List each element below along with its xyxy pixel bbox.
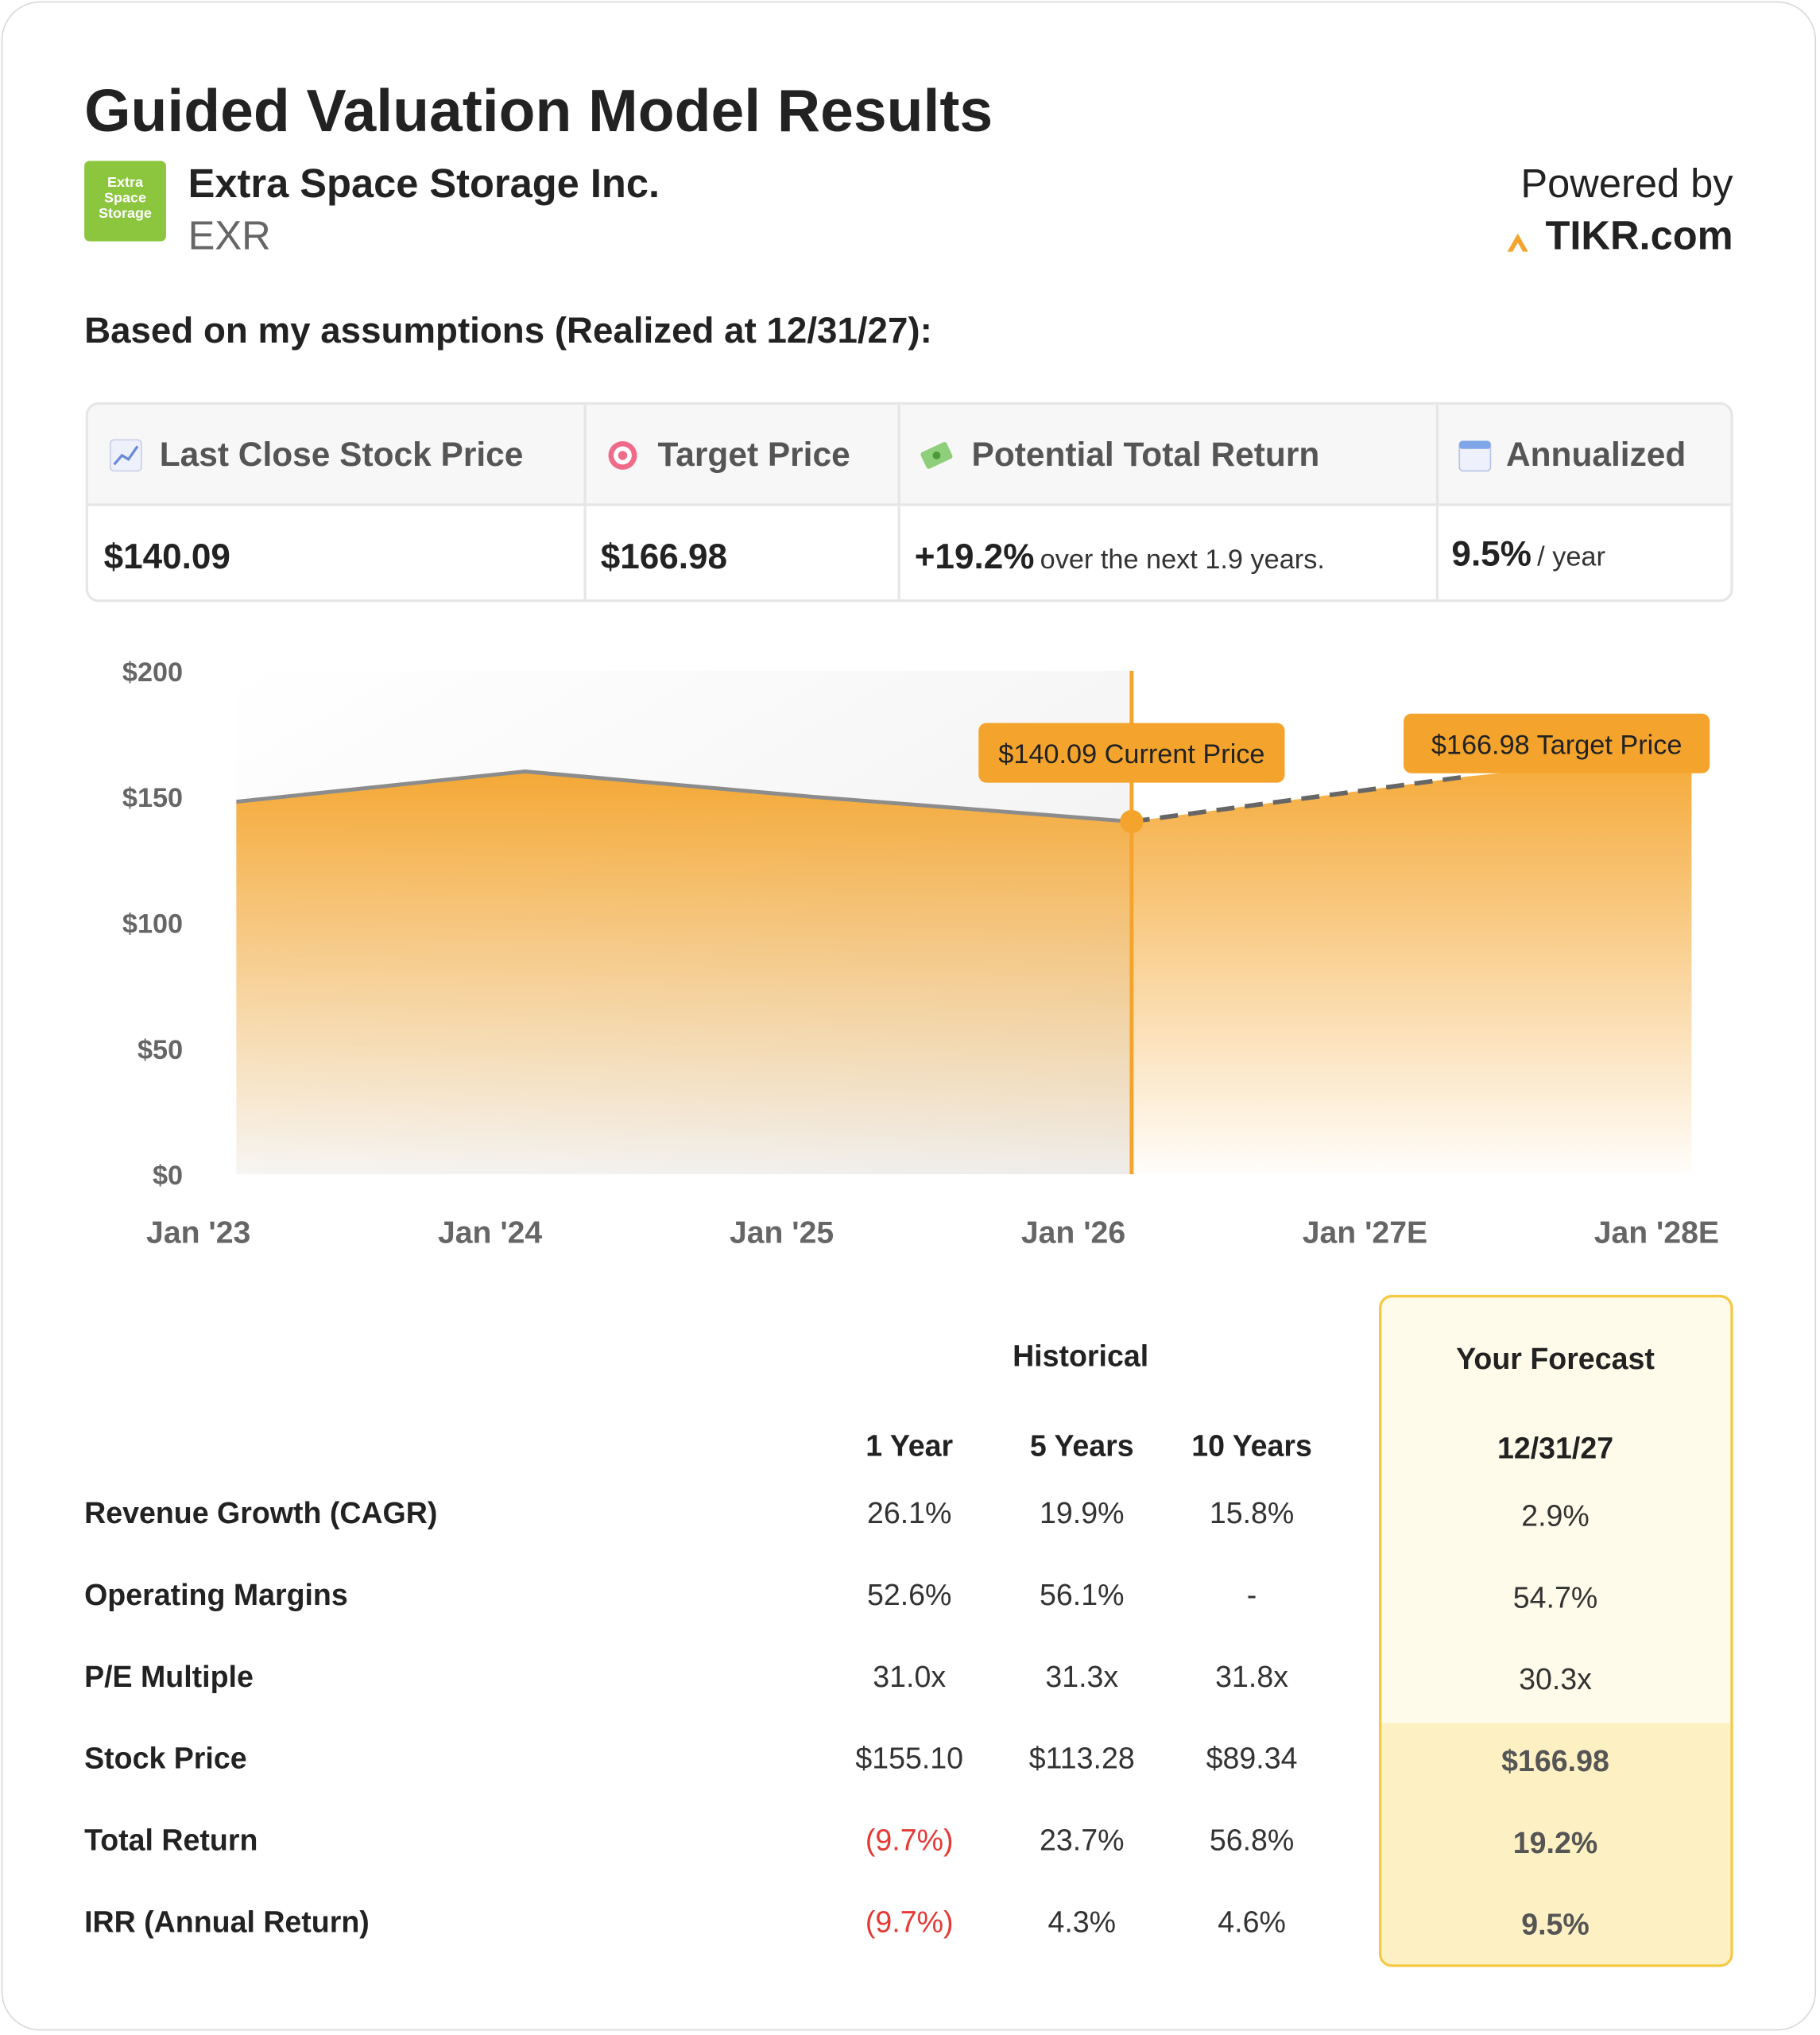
ticker: EXR <box>188 212 271 258</box>
row-label: Stock Price <box>84 1741 247 1775</box>
price-chart: $0 $50 $100 $150 $200 Jan '23 Jan '24 Jan '25 Ja… <box>122 657 1719 1250</box>
history-line <box>236 769 1133 824</box>
logo-word: Storage <box>99 206 152 223</box>
summary-value: $140.09 <box>103 537 230 576</box>
cell: 19.2% <box>1512 1825 1598 1859</box>
summary-value: +19.2% <box>914 537 1035 576</box>
row-label: Total Return <box>84 1823 258 1857</box>
group-heading: Historical <box>1013 1339 1149 1373</box>
annotation-text: $140.09 Current Price <box>998 739 1264 769</box>
summary-heading: Target Price <box>657 434 850 474</box>
summary-value: $166.98 <box>600 537 728 576</box>
cell: 9.5% <box>1521 1907 1590 1941</box>
logo: Extra Space Storage <box>84 161 166 242</box>
group-heading: Your Forecast <box>1456 1341 1655 1376</box>
y-tick-label: $100 <box>122 909 183 940</box>
cell: 31.8x <box>1215 1659 1288 1694</box>
divider <box>1435 405 1439 600</box>
x-tick-label: Jan '25 <box>730 1216 834 1250</box>
summary-header <box>87 405 1731 506</box>
x-tick-label: Jan '23 <box>146 1216 250 1250</box>
forecast-highlight <box>1381 1723 1731 1965</box>
row-label: Revenue Growth (CAGR) <box>84 1495 438 1530</box>
cell: 30.3x <box>1519 1661 1592 1696</box>
y-tick-label: $0 <box>153 1161 183 1191</box>
cell: 54.7% <box>1512 1580 1598 1614</box>
icon <box>1458 440 1492 472</box>
annotation-box <box>1404 713 1710 773</box>
cell: $113.28 <box>1028 1741 1135 1775</box>
x-tick-label: Jan '28E <box>1594 1216 1719 1250</box>
subtitle: Based on my assumptions (Realized at 12/… <box>84 310 932 351</box>
cell: 26.1% <box>866 1495 952 1530</box>
column-heading: 5 Years <box>1029 1428 1134 1463</box>
cell: $166.98 <box>1501 1743 1609 1778</box>
powered-by: Powered by <box>1520 161 1733 207</box>
title: Guided Valuation Model Results <box>84 76 993 145</box>
summary-table: Last Close Stock Price Target Price Pote… <box>85 401 1733 603</box>
cell: 2.9% <box>1521 1498 1590 1533</box>
cell: 15.8% <box>1209 1495 1295 1530</box>
area <box>236 771 1132 1175</box>
summary-note: over the next 1.9 years. <box>1040 545 1325 576</box>
summary-heading: Annualized <box>1505 434 1686 474</box>
cell: (9.7%) <box>865 1905 954 1939</box>
cell: 52.6% <box>866 1577 952 1612</box>
cell: - <box>1246 1577 1257 1612</box>
row-label: Operating Margins <box>84 1577 348 1612</box>
annotation: $140.09 Current Price <box>978 723 1285 783</box>
cell: 4.6% <box>1218 1905 1286 1939</box>
x-tick-label: Jan '27E <box>1303 1216 1427 1250</box>
annotation-text: $166.98 Target Price <box>1431 730 1683 760</box>
cell: 31.3x <box>1045 1659 1119 1694</box>
icon <box>608 440 637 470</box>
cell: 56.1% <box>1040 1577 1125 1612</box>
logo-text: Extra Space Storage <box>84 175 166 222</box>
cell: $89.34 <box>1206 1741 1298 1775</box>
cell: 56.8% <box>1209 1823 1295 1857</box>
cell: $155.10 <box>855 1741 964 1775</box>
annotation-box <box>978 723 1285 783</box>
current-point <box>1120 809 1144 834</box>
cell: 19.9% <box>1040 1495 1125 1530</box>
x-tick-label: Jan '26 <box>1021 1216 1125 1250</box>
brand-icon <box>1507 233 1528 252</box>
forecast-panel <box>1379 1294 1733 1967</box>
summary-note: / year <box>1537 542 1605 572</box>
divider <box>583 405 587 600</box>
summary-value: 9.5% <box>1451 534 1532 574</box>
cell: 4.3% <box>1047 1905 1117 1939</box>
annotation: $166.98 Target Price <box>1404 713 1710 773</box>
row-label: P/E Multiple <box>84 1659 254 1694</box>
y-tick-label: $200 <box>122 657 183 688</box>
summary-heading: Last Close Stock Price <box>159 434 524 474</box>
logo-word: Space <box>104 190 146 207</box>
icon <box>109 439 142 472</box>
company-name: Extra Space Storage Inc. <box>188 161 660 207</box>
brand: TIKR.com <box>1545 212 1733 258</box>
summary-cell: 9.5% / year <box>1451 534 1605 575</box>
cell: (9.7%) <box>865 1823 954 1857</box>
column-heading: 1 Year <box>865 1428 954 1463</box>
row-label: IRR (Annual Return) <box>84 1905 370 1939</box>
y-tick-label: $150 <box>122 783 183 813</box>
summary-cell: +19.2% over the next 1.9 years. <box>915 537 1325 578</box>
x-tick-label: Jan '24 <box>438 1216 542 1250</box>
area <box>1131 754 1692 1175</box>
summary-heading: Potential Total Return <box>971 434 1320 474</box>
y-tick-label: $50 <box>137 1035 183 1065</box>
icon <box>920 442 953 469</box>
cell: 31.0x <box>873 1659 947 1694</box>
column-heading: 10 Years <box>1191 1428 1312 1463</box>
logo-word: Extra <box>107 175 143 191</box>
divider <box>897 405 900 600</box>
cell: 23.7% <box>1040 1823 1125 1857</box>
column-heading: 12/31/27 <box>1497 1431 1614 1465</box>
